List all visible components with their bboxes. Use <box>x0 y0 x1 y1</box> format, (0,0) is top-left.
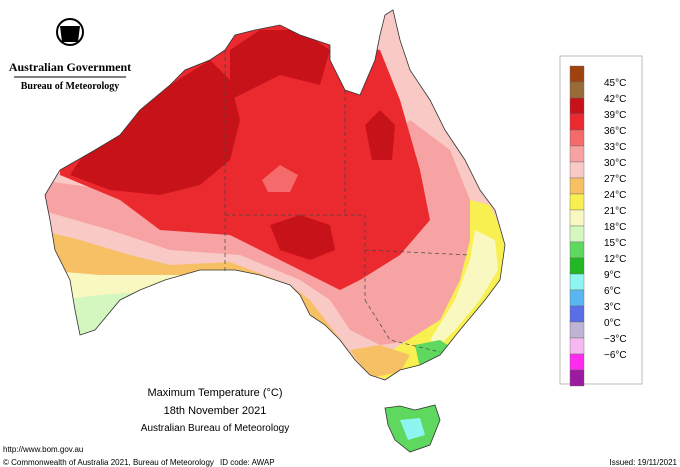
legend-swatch <box>569 289 585 307</box>
legend-label: 39°C <box>604 110 626 121</box>
legend-label: 15°C <box>604 238 626 249</box>
legend-label: 12°C <box>604 254 626 265</box>
legend-label: 24°C <box>604 190 626 201</box>
legend-swatch <box>569 225 585 243</box>
legend-swatch <box>569 161 585 179</box>
legend-label: 45°C <box>604 78 626 89</box>
legend-label: 0°C <box>604 318 621 329</box>
legend-swatch <box>569 369 585 387</box>
legend-swatch <box>569 145 585 163</box>
footer-id: ID code: AWAP <box>220 458 275 467</box>
coastline <box>44 9 506 381</box>
legend-label: 27°C <box>604 174 626 185</box>
footer-copyright: © Commonwealth of Australia 2021, Bureau… <box>3 458 214 467</box>
legend-swatch <box>569 257 585 275</box>
government-name: Australian Government <box>9 60 131 74</box>
map-date: 18th November 2021 <box>164 405 267 417</box>
legend-label: 21°C <box>604 206 626 217</box>
legend-label: 42°C <box>604 94 626 105</box>
legend-swatch <box>569 113 585 131</box>
legend-swatch <box>569 129 585 147</box>
legend-swatch <box>569 81 585 99</box>
legend-label: 3°C <box>604 302 621 313</box>
legend-swatch <box>569 65 585 83</box>
legend-label: −3°C <box>604 334 627 345</box>
legend-label: 9°C <box>604 270 621 281</box>
state-borders <box>224 50 471 353</box>
legend-swatch <box>569 337 585 355</box>
legend-label: 33°C <box>604 142 626 153</box>
legend-swatch <box>569 353 585 371</box>
legend: 45°C 42°C 39°C 36°C 33°C 30°C 27°C 24°C 21°C 18°C… <box>559 55 643 387</box>
legend-swatch <box>569 305 585 323</box>
legend-swatch <box>569 273 585 291</box>
legend-label: 36°C <box>604 126 626 137</box>
legend-swatch <box>569 97 585 115</box>
legend-label: 6°C <box>604 286 621 297</box>
map-source: Australian Bureau of Meteorology <box>141 423 289 434</box>
legend-swatch <box>569 193 585 211</box>
footer-url: http://www.bom.gov.au <box>3 445 83 454</box>
legend-label: −6°C <box>604 350 627 361</box>
agency-name: Bureau of Meteorology <box>21 81 120 92</box>
legend-label: 30°C <box>604 158 626 169</box>
footer-issued: Issued: 19/11/2021 <box>610 458 678 467</box>
map-title: Maximum Temperature (°C) <box>147 387 282 399</box>
legend-swatch <box>569 177 585 195</box>
legend-swatch <box>569 241 585 259</box>
logo: Australian Government Bureau of Meteorol… <box>9 18 131 92</box>
legend-swatch <box>569 321 585 339</box>
legend-swatch <box>569 209 585 227</box>
legend-label: 18°C <box>604 222 626 233</box>
tasmania <box>384 404 441 453</box>
